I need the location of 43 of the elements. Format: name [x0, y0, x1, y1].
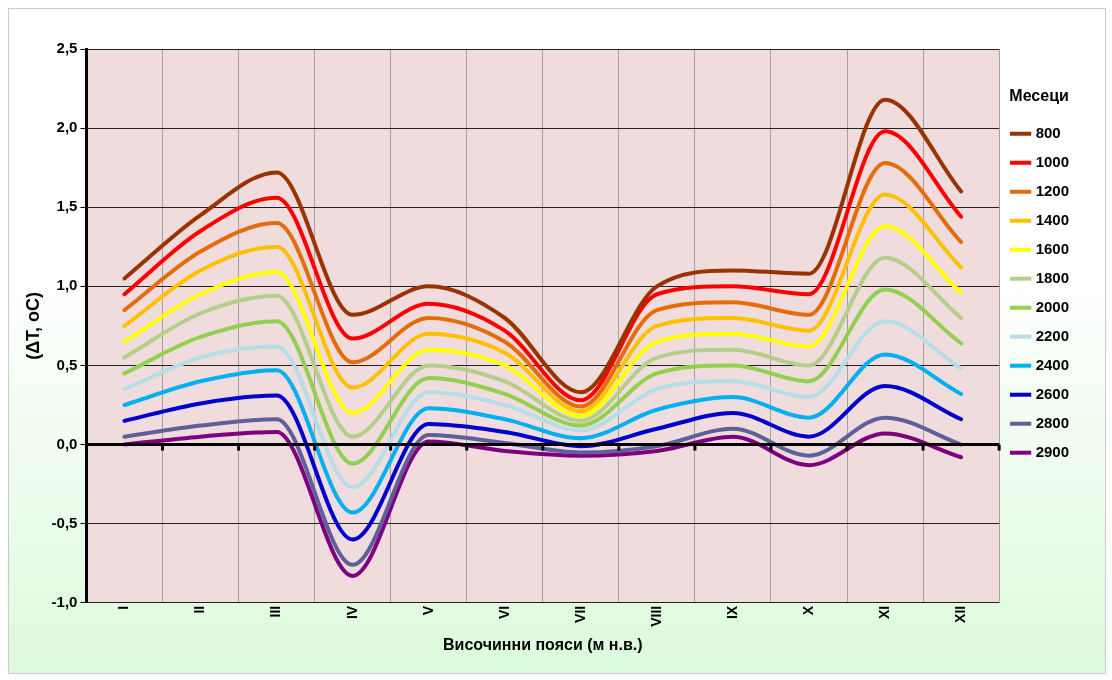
- y-tick-label: 0,0: [56, 434, 78, 452]
- y-axis-title: (ΔT, oC): [22, 291, 43, 360]
- legend-label: 1400: [1035, 210, 1070, 228]
- legend-label: 1600: [1035, 239, 1070, 257]
- y-tick-label: -0,5: [51, 513, 78, 531]
- y-tick-label: 1,5: [56, 197, 78, 215]
- legend-label: 2000: [1035, 297, 1070, 315]
- y-tick-label: 0,5: [56, 355, 78, 373]
- y-tick-label: 1,0: [56, 276, 78, 294]
- line-series: [122, 352, 964, 515]
- x-tick-label: VI: [495, 605, 512, 620]
- x-tick-label: I: [115, 605, 132, 610]
- y-tick-label: -1,0: [51, 592, 78, 610]
- x-tick-label: II: [191, 605, 208, 614]
- line-series: [122, 415, 964, 567]
- y-tick-label: 2,0: [56, 118, 78, 136]
- line-series: [122, 224, 964, 419]
- line-series: [122, 429, 964, 578]
- x-axis-title: Височинни пояси (м н.в.): [443, 635, 643, 653]
- legend-title: Месеци: [1009, 87, 1069, 105]
- x-tick-label: XII: [951, 605, 968, 623]
- x-tick-label: III: [267, 605, 284, 618]
- legend-label: 2600: [1035, 384, 1070, 402]
- line-series: [122, 319, 964, 490]
- legend-label: 2400: [1035, 355, 1070, 373]
- y-tick-label: 2,5: [56, 39, 78, 57]
- legend-label: 1200: [1035, 181, 1070, 199]
- line-series: [122, 384, 964, 542]
- x-tick-label: X: [799, 605, 816, 616]
- x-tick-label: IV: [343, 605, 360, 620]
- line-series: [122, 287, 964, 466]
- legend-label: 800: [1035, 123, 1061, 141]
- legend-label: 2200: [1035, 326, 1070, 344]
- x-tick-label: V: [419, 605, 436, 616]
- x-tick-label: VII: [571, 605, 588, 623]
- x-tick-label: IX: [723, 605, 740, 620]
- x-tick-label: XI: [875, 605, 892, 620]
- x-tick-label: VIII: [647, 605, 664, 627]
- legend-label: 2800: [1035, 413, 1070, 431]
- legend-label: 1000: [1035, 152, 1070, 170]
- legend-label: 2900: [1035, 442, 1070, 460]
- legend-label: 1800: [1035, 268, 1070, 286]
- line-series: [122, 255, 964, 439]
